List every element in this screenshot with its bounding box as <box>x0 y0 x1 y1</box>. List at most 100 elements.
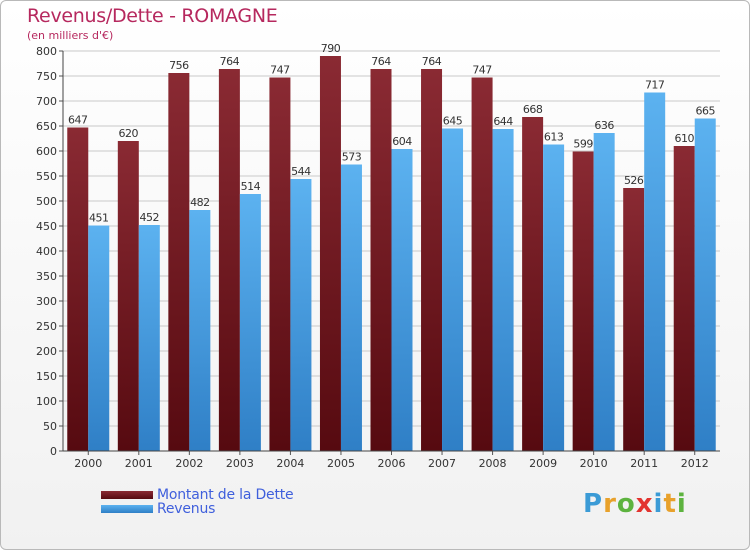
legend-label-revenus: Revenus <box>157 501 216 517</box>
y-tick-label: 650 <box>36 120 57 133</box>
bar-revenus <box>189 210 211 451</box>
logo-letter: i <box>653 489 664 519</box>
y-tick-label: 200 <box>36 345 57 358</box>
data-label-dette: 764 <box>422 55 442 68</box>
bar-dette <box>421 69 443 451</box>
y-tick-label: 500 <box>36 195 57 208</box>
proxiti-logo: Proxiti <box>583 489 687 519</box>
data-label-revenus: 451 <box>89 212 109 225</box>
x-tick-label: 2001 <box>125 457 153 470</box>
data-label-revenus: 544 <box>291 165 311 178</box>
bar-dette <box>673 146 695 451</box>
data-label-revenus: 644 <box>493 115 513 128</box>
logo-letter: t <box>663 489 677 519</box>
legend-item-revenus: Revenus <box>101 501 215 517</box>
y-tick-label: 100 <box>36 395 57 408</box>
data-label-dette: 599 <box>573 138 593 151</box>
x-tick-label: 2005 <box>327 457 355 470</box>
bar-revenus <box>593 133 615 451</box>
data-label-revenus: 604 <box>392 135 412 148</box>
data-label-dette: 620 <box>119 127 139 140</box>
data-label-dette: 668 <box>523 103 543 116</box>
x-tick-label: 2004 <box>276 457 304 470</box>
logo-letter: o <box>616 489 636 519</box>
bar-revenus <box>290 179 312 451</box>
data-label-revenus: 645 <box>443 115 463 128</box>
y-tick-label: 800 <box>36 45 57 58</box>
bar-dette <box>67 127 89 451</box>
legend-swatch-revenus <box>101 505 153 513</box>
logo-letter: P <box>583 489 604 519</box>
bar-dette <box>471 77 493 451</box>
y-tick-label: 400 <box>36 245 57 258</box>
x-tick-label: 2010 <box>580 457 608 470</box>
bar-dette <box>370 69 392 451</box>
y-tick-label: 50 <box>43 420 57 433</box>
axes: 0 50 100 150 200 250 300 350 400 450 500 550 600 650 7… <box>36 45 720 470</box>
x-tick-label: 2000 <box>74 457 102 470</box>
y-tick-label: 450 <box>36 220 57 233</box>
data-label-dette: 790 <box>321 42 341 55</box>
y-tick-label: 300 <box>36 295 57 308</box>
data-label-revenus: 613 <box>544 131 564 144</box>
x-tick-label: 2003 <box>226 457 254 470</box>
bar-dette <box>623 188 645 451</box>
data-label-dette: 747 <box>472 64 492 77</box>
bar-dette <box>168 73 190 451</box>
data-label-dette: 747 <box>270 64 290 77</box>
y-tick-label: 150 <box>36 370 57 383</box>
y-tick-label: 700 <box>36 95 57 108</box>
bar-dette <box>522 117 544 451</box>
bar-revenus <box>694 118 716 451</box>
x-tick-label: 2008 <box>479 457 507 470</box>
y-tick-label: 350 <box>36 270 57 283</box>
data-label-dette: 764 <box>220 55 240 68</box>
data-label-revenus: 514 <box>241 180 261 193</box>
data-label-revenus: 636 <box>594 119 614 132</box>
data-label-dette: 756 <box>169 59 189 72</box>
bar-dette <box>319 56 341 451</box>
y-tick-label: 0 <box>50 445 57 458</box>
chart-subtitle: (en milliers d'€) <box>27 29 114 42</box>
bar-dette <box>218 69 240 451</box>
data-label-revenus: 665 <box>695 105 715 118</box>
data-label-revenus: 452 <box>140 211 160 224</box>
logo-letter: i <box>676 489 687 519</box>
legend-label-debt: Montant de la Dette <box>157 487 294 503</box>
data-label-revenus: 482 <box>190 196 210 209</box>
x-tick-label: 2009 <box>529 457 557 470</box>
legend-swatch-debt <box>101 491 153 499</box>
bar-revenus <box>442 128 464 451</box>
data-label-dette: 764 <box>371 55 391 68</box>
x-tick-label: 2002 <box>175 457 203 470</box>
bar-dette <box>572 151 594 451</box>
bar-revenus <box>543 144 565 451</box>
legend-item-debt: Montant de la Dette <box>101 487 294 503</box>
chart-title: Revenus/Dette - ROMAGNE <box>27 5 278 27</box>
x-tick-label: 2012 <box>681 457 709 470</box>
data-label-dette: 610 <box>674 132 694 145</box>
bar-revenus <box>239 194 261 451</box>
bar-dette <box>117 141 139 451</box>
data-label-dette: 647 <box>68 114 88 127</box>
logo-letter: r <box>603 489 617 519</box>
bar-revenus <box>340 164 362 451</box>
x-tick-label: 2006 <box>378 457 406 470</box>
x-tick-label: 2011 <box>630 457 658 470</box>
bar-dette <box>269 77 291 451</box>
data-label-revenus: 573 <box>342 151 362 164</box>
data-labels: 647 451 620 452 756 482 764 514 747 544 790 573 764 6… <box>68 42 716 225</box>
bar-revenus <box>644 92 666 451</box>
y-tick-label: 750 <box>36 70 57 83</box>
x-tick-label: 2007 <box>428 457 456 470</box>
data-label-revenus: 717 <box>645 79 665 92</box>
bars <box>67 56 716 451</box>
bar-revenus <box>391 149 413 451</box>
bar-revenus <box>492 129 514 451</box>
bar-revenus <box>88 225 110 451</box>
logo-letter: x <box>635 489 654 519</box>
y-tick-label: 600 <box>36 145 57 158</box>
bar-revenus <box>138 225 160 451</box>
